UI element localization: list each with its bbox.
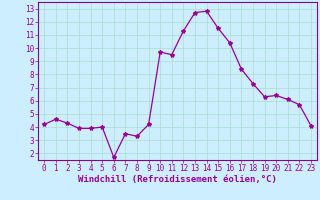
X-axis label: Windchill (Refroidissement éolien,°C): Windchill (Refroidissement éolien,°C) [78,175,277,184]
